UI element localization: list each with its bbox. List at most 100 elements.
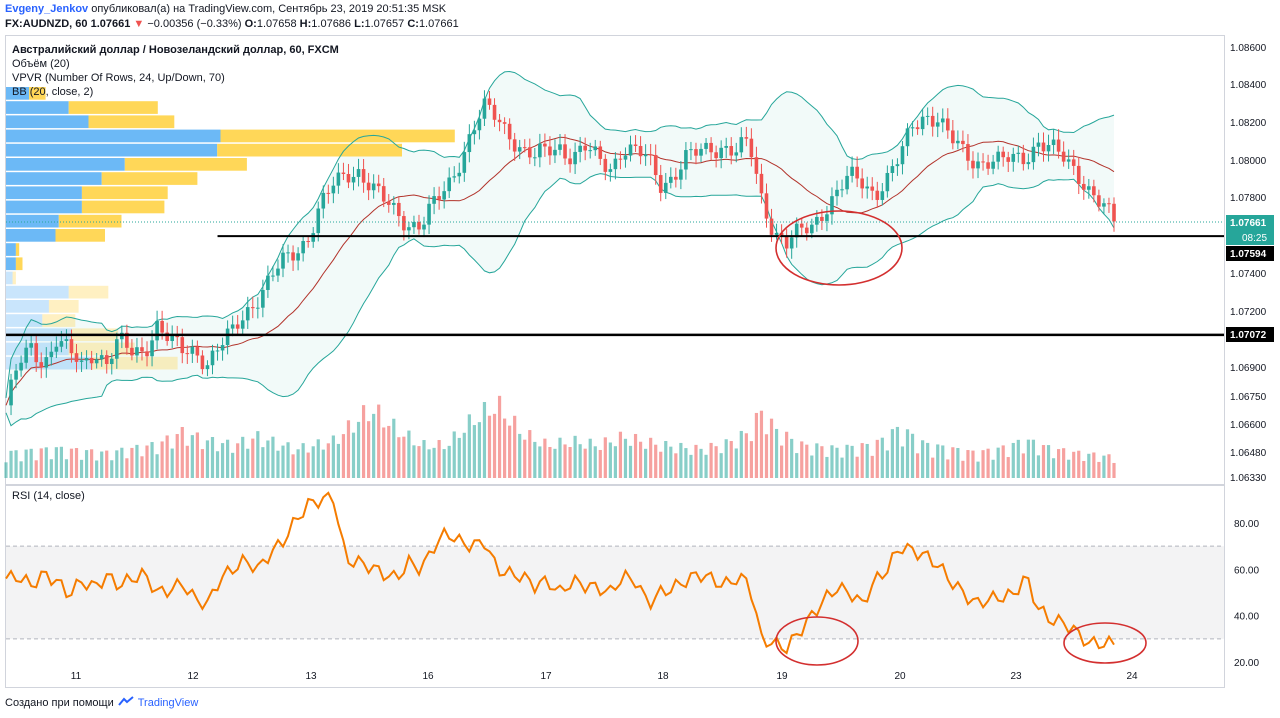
candle-body (951, 130, 955, 144)
volume-bar (210, 437, 215, 478)
vpvr-up-bar (6, 143, 218, 157)
volume-bar (220, 443, 225, 478)
volume-bar (754, 412, 759, 478)
volume-bar (518, 433, 522, 478)
candle-body (1112, 203, 1116, 222)
time-tick-label: 11 (71, 671, 82, 682)
volume-bar (236, 443, 240, 478)
rsi-tick-label: 40.00 (1234, 612, 1259, 623)
volume-bar (19, 461, 23, 478)
candle-body (734, 152, 739, 156)
volume-bar (860, 443, 864, 478)
volume-bar (341, 434, 346, 478)
volume-bar (598, 449, 602, 478)
rsi-pane[interactable] (5, 485, 1225, 688)
volume-bar (422, 440, 426, 478)
candle-body (492, 104, 497, 120)
volume-bar (472, 425, 476, 478)
candle-body (729, 146, 734, 156)
candle-body (719, 147, 723, 159)
vpvr-up-bar (6, 271, 13, 285)
volume-bar (1031, 439, 1036, 478)
vpvr-down-bar (81, 186, 168, 200)
candle-body (966, 144, 970, 161)
legend-bb[interactable]: BB (20, close, 2) (12, 86, 94, 98)
volume-bar (251, 438, 255, 478)
volume-bar (387, 425, 391, 478)
candle-body (24, 347, 28, 363)
candle-body (981, 161, 985, 163)
candle-body (1021, 152, 1026, 165)
volume-bar (175, 434, 179, 478)
candle-body (145, 351, 149, 357)
close-value: 1.07661 (418, 18, 459, 30)
candle-body (1102, 203, 1106, 207)
candle-body (427, 203, 431, 225)
down-arrow-icon: ▼ (133, 18, 145, 30)
volume-bar (825, 456, 829, 478)
candle-body (1041, 142, 1046, 152)
volume-bar (100, 451, 104, 478)
candle-body (321, 192, 326, 209)
candle-body (880, 191, 885, 200)
volume-bar (699, 448, 703, 478)
candle-body (386, 201, 391, 205)
candle-body (794, 223, 799, 238)
volume-bar (84, 450, 89, 478)
volume-bar (528, 430, 532, 478)
candle-body (487, 98, 492, 105)
level-2-tag (1226, 327, 1274, 342)
annotation-ellipse-rsi-2 (1063, 622, 1147, 664)
candle-body (709, 142, 713, 153)
volume-bar (1026, 439, 1030, 478)
close-label: C: (407, 18, 419, 30)
volume-bar (780, 445, 784, 478)
price-pane[interactable] (5, 35, 1225, 485)
volume-bar (946, 459, 950, 478)
volume-bar (165, 435, 169, 478)
legend-volume[interactable]: Объём (20) (12, 58, 70, 70)
volume-bar (150, 442, 154, 478)
candle-body (250, 307, 255, 309)
candle-body (346, 174, 351, 183)
candle-body (64, 339, 69, 342)
candle-body (261, 289, 265, 308)
volume-bar (956, 448, 960, 478)
volume-bar (195, 432, 199, 478)
candle-body (437, 196, 441, 200)
candle-body (190, 346, 195, 354)
legend-vpvr[interactable]: VPVR (Number Of Rows, 24, Up/Down, 70) (12, 72, 225, 84)
candle-body (538, 143, 542, 158)
footer-brand[interactable]: TradingView (137, 696, 199, 709)
candle-body (205, 365, 210, 370)
legend-rsi[interactable]: RSI (14, close) (12, 490, 85, 502)
volume-bar (1021, 453, 1025, 478)
volume-bar (538, 446, 542, 478)
volume-bar (497, 395, 502, 478)
volume-bar (568, 447, 572, 478)
author-name[interactable]: Evgeny_Jenkov (5, 3, 89, 15)
volume-bar (1107, 454, 1111, 478)
candle-body (825, 214, 829, 221)
volume-bar (467, 414, 471, 478)
volume-bar (714, 446, 718, 478)
volume-bar (1011, 442, 1015, 478)
price-tick-label: 1.08600 (1230, 43, 1267, 54)
candle-body (658, 175, 663, 193)
candle-body (276, 268, 280, 276)
volume-bar (649, 437, 653, 478)
candle-body (331, 185, 336, 194)
candle-body (341, 172, 346, 175)
volume-bar (226, 439, 230, 478)
candle-body (155, 320, 159, 341)
candle-body (563, 144, 567, 159)
candle-body (815, 216, 819, 225)
open-label: O: (244, 18, 257, 30)
candle-body (850, 166, 854, 176)
candle-body (996, 151, 1000, 162)
high-label: H: (299, 18, 312, 30)
volume-bar (361, 405, 366, 478)
volume-bar (110, 460, 114, 478)
candle-body (256, 307, 260, 309)
